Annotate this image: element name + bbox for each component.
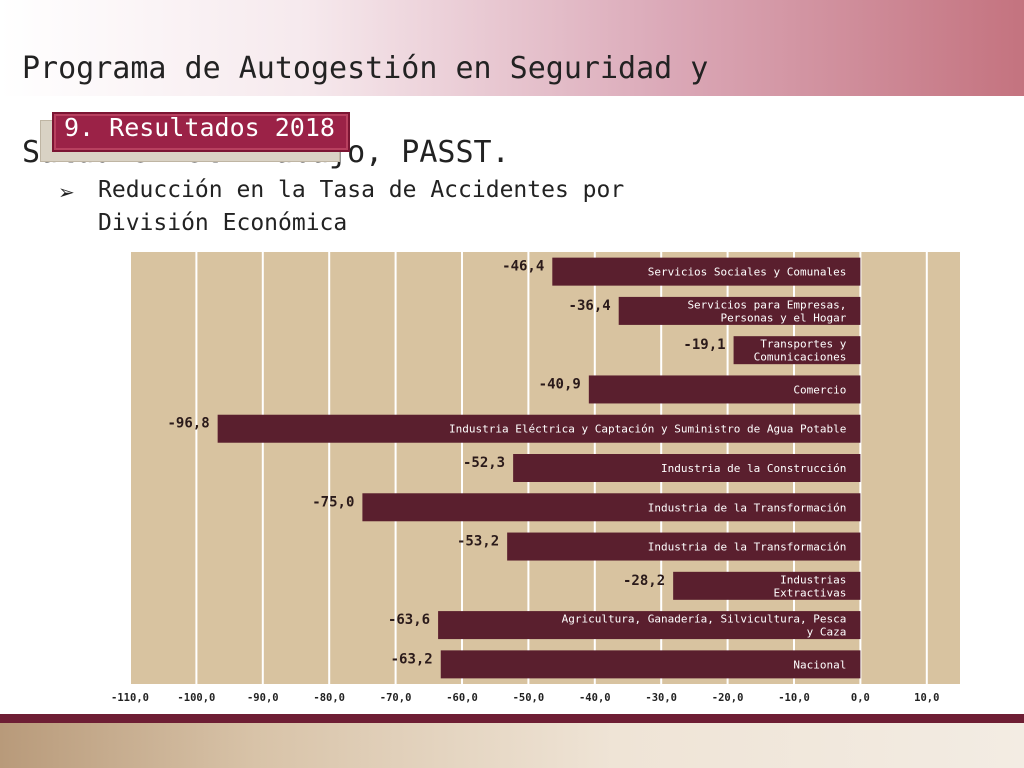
bar-chart: Servicios Sociales y Comunales -46,4 Servi… [111,252,960,704]
bar-value-label-7: -53,2 [457,534,499,550]
bar-value-label-6: -75,0 [312,494,354,510]
bar-1 [618,296,861,325]
x-tick-label-2: -90,0 [247,692,279,704]
x-tick-label-8: -30,0 [645,692,677,704]
x-tick-label-10: -10,0 [778,692,810,704]
bar-0 [552,257,861,286]
bar-8 [673,571,861,600]
page-title-line-1: Programa de Autogestión en Seguridad y [22,51,709,86]
bar-value-label-1: -36,4 [569,298,611,314]
bar-3 [588,375,861,404]
header-band [0,0,1024,96]
bar-value-label-8: -28,2 [623,573,665,589]
footer-band [0,723,1024,768]
bar-category-label-7: Industria de la Transformación [648,541,847,554]
bar-value-label-4: -96,8 [167,416,209,432]
bar-category-label-6: Industria de la Transformación [648,501,847,514]
bar-value-label-3: -40,9 [539,376,581,392]
x-tick-label-1: -100,0 [177,692,215,704]
bar-9 [438,611,861,640]
x-tick-label-7: -40,0 [579,692,611,704]
footer-line [0,714,1024,723]
bar-value-label-2: -19,1 [683,337,725,353]
x-tick-label-9: -20,0 [712,692,744,704]
x-tick-label-5: -60,0 [446,692,478,704]
bar-category-label-4: Industria Eléctrica y Captación y Sumini… [449,423,846,436]
bar-value-label-5: -52,3 [463,455,505,471]
bar-2 [733,336,861,365]
bar-7 [507,532,861,561]
bar-category-label-5: Industria de la Construcción [661,462,846,475]
bar-category-label-0: Servicios Sociales y Comunales [648,266,847,279]
x-tick-label-12: 10,0 [914,692,939,704]
x-tick-label-3: -80,0 [313,692,345,704]
x-tick-label-0: -110,0 [111,692,149,704]
bar-4 [217,414,861,443]
chart-area: Servicios Sociales y Comunales -46,4 Servi… [111,252,960,704]
section-tag-label: 9. Resultados 2018 [64,113,335,142]
bar-value-label-10: -63,2 [391,651,433,667]
bullet-arrow-icon: ➢ [58,180,75,204]
x-tick-label-4: -70,0 [380,692,412,704]
bar-category-label-8: Industrias Extractivas [774,573,847,599]
bar-5 [513,454,861,482]
x-tick-label-6: -50,0 [513,692,545,704]
bar-category-label-1: Servicios para Empresas, Personas y el Ho… [687,298,846,324]
section-tag [52,112,350,152]
bar-category-label-9: Agricultura, Ganadería, Silvicultura, Pe… [562,613,847,639]
bar-value-label-0: -46,4 [502,259,544,275]
bullet-text: Reducción en la Tasa de Accidentes por D… [98,177,625,236]
bar-category-label-10: Nacional [793,658,846,671]
bar-category-label-2: Transportes y Comunicaciones [754,338,847,364]
x-tick-label-11: 0,0 [851,692,870,704]
bar-value-label-9: -63,6 [388,612,430,628]
bar-10 [440,650,861,679]
bar-category-label-3: Comercio [793,383,846,396]
bar-6 [362,493,861,522]
